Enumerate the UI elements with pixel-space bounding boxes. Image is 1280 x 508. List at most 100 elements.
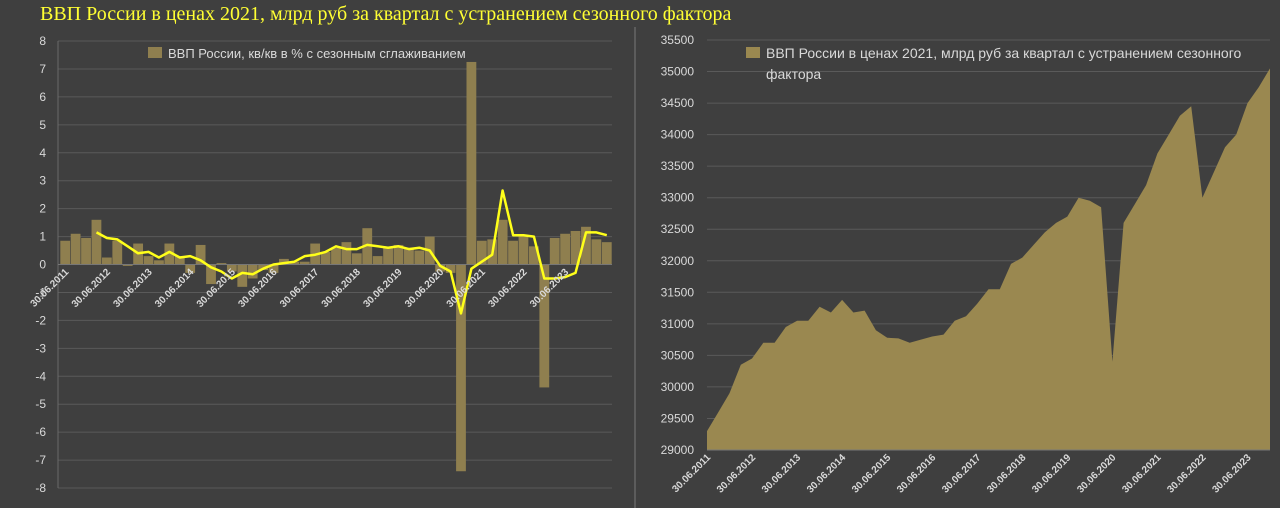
bar xyxy=(601,242,612,265)
y-tick-label: 4 xyxy=(39,146,46,160)
right-chart: 35500 35000 34500 34000 33500 33000 32500 32000… xyxy=(661,33,1270,496)
y-tick-label: -4 xyxy=(35,369,46,383)
bar xyxy=(393,244,404,265)
x-tick-label: 30.06.2019 xyxy=(1030,452,1073,495)
x-tick-label: 30.06.2023 xyxy=(528,267,571,310)
left-chart: 876543210-1-2-3-4-5-6-7-830.06.201130.06… xyxy=(29,27,636,508)
bar xyxy=(237,264,248,287)
y-tick-label: 7 xyxy=(39,62,46,76)
x-tick-label: 30.06.2018 xyxy=(320,267,363,310)
y-tick-label: 30500 xyxy=(661,348,695,362)
x-tick-label: 30.06.2015 xyxy=(195,267,238,310)
y-tick-label: 5 xyxy=(39,118,46,132)
bar xyxy=(383,247,393,265)
bar xyxy=(404,247,414,265)
bar xyxy=(362,228,373,265)
bar xyxy=(268,264,279,273)
x-tick-label: 30.06.2018 xyxy=(985,452,1028,495)
bar xyxy=(341,242,352,265)
title-bar: ВВП России в ценах 2021, млрд руб за ква… xyxy=(0,0,1280,27)
x-tick-label: 30.06.2011 xyxy=(670,452,713,495)
bar xyxy=(372,256,383,265)
x-tick-label: 30.06.2012 xyxy=(70,267,113,310)
y-tick-label: 29500 xyxy=(661,411,695,425)
bar xyxy=(466,61,477,265)
bar xyxy=(195,244,206,265)
bar xyxy=(351,253,362,265)
bar xyxy=(206,264,216,285)
y-tick-label: -2 xyxy=(35,313,46,327)
legend-swatch xyxy=(746,47,760,58)
y-tick-label: -3 xyxy=(35,341,46,355)
y-tick-label: 3 xyxy=(39,174,46,188)
bar xyxy=(549,237,560,265)
y-tick-label: 8 xyxy=(39,34,46,48)
page-title: ВВП России в ценах 2021, млрд руб за ква… xyxy=(40,3,732,25)
bar xyxy=(258,264,268,271)
y-tick-label: 33000 xyxy=(661,191,695,205)
y-tick-label: -6 xyxy=(35,425,46,439)
bar xyxy=(518,235,529,265)
bar xyxy=(570,230,581,265)
bar xyxy=(112,240,123,265)
y-tick-label: 35000 xyxy=(661,65,695,79)
y-tick-label: 34000 xyxy=(661,128,695,142)
x-tick-label: 30.06.2014 xyxy=(153,267,196,310)
bar xyxy=(143,256,154,265)
x-tick-label: 30.06.2020 xyxy=(1075,452,1118,495)
x-tick-label: 30.06.2016 xyxy=(895,452,938,495)
y-tick-label: -5 xyxy=(35,397,46,411)
bar xyxy=(289,261,300,265)
bar xyxy=(445,264,456,273)
x-tick-label: 30.06.2017 xyxy=(940,452,983,495)
y-tick-label: 31500 xyxy=(661,285,695,299)
x-tick-label: 30.06.2013 xyxy=(760,452,803,495)
bar xyxy=(331,247,341,265)
bar xyxy=(81,237,91,265)
bar xyxy=(539,264,550,388)
bar xyxy=(476,240,487,265)
y-tick-label: 32000 xyxy=(661,254,695,268)
bar xyxy=(508,240,518,265)
y-tick-label: -1 xyxy=(35,285,46,299)
bar xyxy=(591,239,602,265)
bar xyxy=(279,258,289,265)
bar xyxy=(101,257,112,265)
x-tick-label: 30.06.2019 xyxy=(361,267,404,310)
x-tick-label: 30.06.2012 xyxy=(715,452,758,495)
y-tick-label: 33500 xyxy=(661,159,695,173)
legend-label-line2: фактора xyxy=(766,66,821,82)
bar xyxy=(560,233,571,265)
bar xyxy=(60,240,71,265)
legend-label-line1: ВВП России в ценах 2021, млрд руб за ква… xyxy=(766,45,1242,61)
bar xyxy=(216,263,227,265)
bar xyxy=(299,261,310,265)
legend-label: ВВП России, кв/кв в % с сезонным сглажив… xyxy=(168,46,466,61)
area-series xyxy=(707,68,1270,451)
x-tick-label: 30.06.2020 xyxy=(403,267,446,310)
bar xyxy=(70,233,81,265)
x-tick-label: 30.06.2014 xyxy=(805,452,848,495)
y-tick-label: 1 xyxy=(39,230,46,244)
y-tick-label: 2 xyxy=(39,202,46,216)
bar xyxy=(154,260,164,265)
bar xyxy=(91,219,102,265)
bar xyxy=(174,256,185,265)
bar xyxy=(497,219,508,265)
x-tick-label: 30.06.2013 xyxy=(111,267,154,310)
bar xyxy=(122,264,133,266)
legend-swatch xyxy=(148,47,162,58)
x-tick-label: 30.06.2015 xyxy=(850,452,893,495)
y-tick-label: -7 xyxy=(35,453,46,467)
bar xyxy=(226,264,237,272)
x-tick-label: 30.06.2023 xyxy=(1210,452,1253,495)
y-tick-label: 34500 xyxy=(661,96,695,110)
bar xyxy=(247,264,258,279)
bar xyxy=(435,264,446,272)
y-tick-label: 30000 xyxy=(661,380,695,394)
y-tick-label: -8 xyxy=(35,481,46,495)
x-tick-label: 30.06.2017 xyxy=(278,267,321,310)
x-tick-label: 30.06.2021 xyxy=(1120,452,1163,495)
bar xyxy=(456,264,466,472)
y-tick-label: 29000 xyxy=(661,443,695,457)
